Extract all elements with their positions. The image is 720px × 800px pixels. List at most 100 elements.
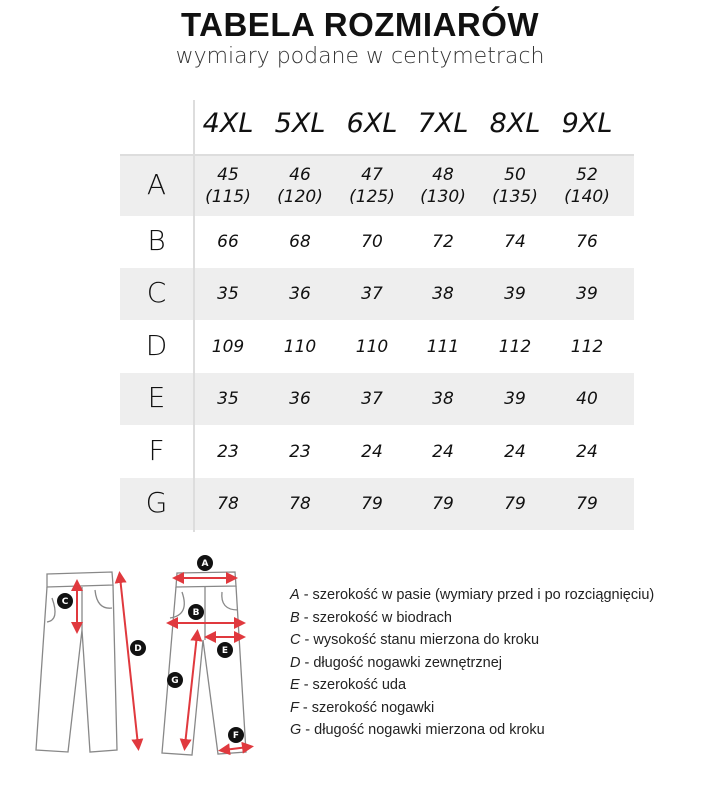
- table-cell: 24: [361, 441, 383, 462]
- table-cell: 35: [217, 284, 239, 304]
- cell-value-stretched: (140): [564, 187, 610, 207]
- table-cell: 40: [576, 389, 598, 409]
- table-cell: 38: [432, 284, 454, 304]
- legend-item-d: D - długość nogawki zewnętrznej: [290, 654, 502, 671]
- svg-text:C: C: [62, 597, 69, 607]
- table-cell: 38: [432, 389, 454, 409]
- page-subtitle: wymiary podane w centymetrach: [175, 44, 545, 69]
- table-cell: 70: [361, 232, 383, 252]
- legend-item-g: G - długość nogawki mierzona od kroku: [290, 722, 545, 738]
- size-header-9xl: 9XL: [561, 108, 613, 139]
- marker-c-icon: C: [57, 593, 73, 609]
- size-header-4xl: 4XL: [202, 108, 254, 139]
- measurement-markers: A B C D E G F: [57, 555, 244, 743]
- table-cell: 24: [576, 441, 598, 462]
- table-cell: 109: [211, 336, 245, 357]
- table-row-d: D 109 110 110 111 112 112: [120, 320, 634, 373]
- measurement-arrows: [71, 571, 254, 756]
- table-cell: 36: [289, 389, 311, 409]
- svg-text:B: B: [193, 608, 200, 618]
- table-cell: 39: [576, 284, 598, 304]
- table-cell: 79: [576, 494, 598, 514]
- row-label: A: [146, 168, 167, 201]
- size-header-5xl: 5XL: [274, 108, 326, 139]
- legend-item-b: B - szerokość w biodrach: [290, 609, 452, 626]
- table-row-f: F 23 23 24 24 24 24: [120, 425, 634, 478]
- svg-text:G: G: [171, 676, 178, 686]
- size-header-6xl: 6XL: [346, 108, 398, 139]
- table-cell: 110: [283, 336, 317, 357]
- table-cell: 24: [432, 441, 454, 462]
- size-header-8xl: 8XL: [489, 108, 541, 139]
- legend-item-a: A - szerokość w pasie (wymiary przed i p…: [290, 587, 655, 603]
- table-cell: 37: [361, 284, 383, 304]
- table-cell: 111: [426, 336, 460, 357]
- arrow-f: [218, 741, 254, 756]
- svg-text:E: E: [222, 646, 228, 656]
- table-row-g: G 78 78 79 79 79 79: [120, 478, 634, 530]
- table-cell: 36: [289, 284, 311, 304]
- marker-a-icon: A: [197, 555, 213, 571]
- table-cell: 24: [504, 441, 526, 462]
- table-cell: 35: [217, 389, 239, 409]
- table-cell: 79: [504, 494, 526, 514]
- table-cell: 110: [355, 336, 389, 357]
- measurement-legend: A - szerokość w pasie (wymiary przed i p…: [290, 587, 654, 745]
- cell-value: 52: [576, 165, 598, 185]
- cell-value-stretched: (135): [492, 187, 538, 207]
- table-cell: 79: [432, 494, 454, 514]
- arrow-d: [114, 571, 144, 751]
- marker-b-icon: B: [188, 604, 204, 620]
- table-cell: 37: [361, 389, 383, 409]
- table-cell: 78: [217, 494, 239, 514]
- row-label: B: [147, 224, 166, 257]
- table-cell: 72: [432, 232, 454, 252]
- table-row-e: E 35 36 37 38 39 40: [120, 373, 634, 425]
- table-cell: 66: [217, 232, 239, 252]
- cell-value: 47: [361, 165, 383, 185]
- cell-value: 45: [217, 165, 239, 185]
- header-divider: [120, 154, 634, 156]
- row-label: G: [145, 486, 168, 519]
- table-cell: 46 (120): [264, 164, 336, 208]
- row-label: E: [147, 381, 166, 414]
- cell-value: 48: [432, 165, 454, 185]
- table-row-a: A 45 (115) 46 (120) 47 (125) 48 (130) 50 (135) 52 (1…: [120, 156, 634, 216]
- marker-d-icon: D: [130, 640, 146, 656]
- table-cell: 112: [498, 336, 532, 357]
- legend-item-e: E - szerokość uda: [290, 677, 407, 693]
- marker-g-icon: G: [167, 672, 183, 688]
- size-header-7xl: 7XL: [417, 108, 469, 139]
- table-cell: 68: [289, 232, 311, 252]
- table-row-b: B 66 68 70 72 74 76: [120, 216, 634, 268]
- table-cell: 39: [504, 389, 526, 409]
- marker-f-icon: F: [228, 727, 244, 743]
- row-label: F: [148, 433, 165, 467]
- cell-value-stretched: (130): [420, 187, 466, 207]
- row-label: C: [146, 276, 167, 309]
- column-divider: [193, 100, 195, 532]
- legend-item-c: C - wysokość stanu mierzona do kroku: [290, 632, 540, 648]
- cell-value-stretched: (115): [205, 187, 251, 207]
- table-cell: 78: [289, 494, 311, 514]
- table-cell: 74: [504, 232, 526, 252]
- pants-diagram: A B C D E G F: [35, 555, 254, 756]
- svg-text:A: A: [202, 559, 209, 569]
- legend-item-f: F - szerokość nogawki: [290, 699, 435, 716]
- table-cell: 23: [289, 441, 311, 462]
- table-cell: 52 (140): [551, 164, 623, 208]
- table-cell: 23: [217, 441, 239, 462]
- table-cell: 112: [570, 336, 604, 357]
- row-label: D: [145, 328, 168, 362]
- cell-value: 50: [504, 165, 526, 185]
- table-cell: 48 (130): [407, 164, 479, 208]
- table-cell: 76: [576, 232, 598, 252]
- table-cell: 47 (125): [336, 164, 408, 208]
- arrow-g: [179, 629, 203, 751]
- table-cell: 79: [361, 494, 383, 514]
- svg-text:D: D: [134, 644, 141, 654]
- table-cell: 45 (115): [192, 164, 264, 208]
- table-cell: 39: [504, 284, 526, 304]
- cell-value-stretched: (125): [349, 187, 395, 207]
